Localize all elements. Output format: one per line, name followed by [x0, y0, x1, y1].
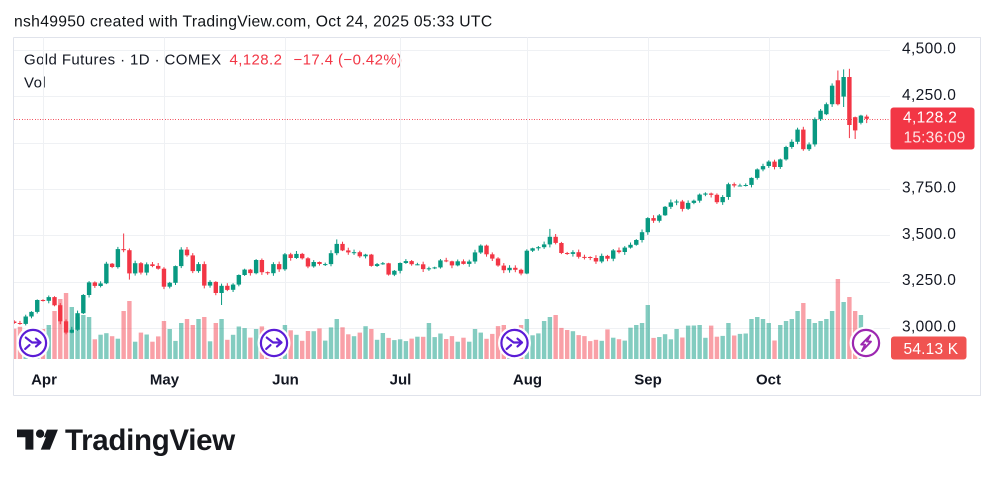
svg-text:4,500.0: 4,500.0	[902, 41, 956, 58]
svg-text:Jul: Jul	[390, 371, 412, 388]
svg-text:May: May	[150, 371, 180, 388]
svg-text:−17.4 (−0.42%): −17.4 (−0.42%)	[294, 51, 403, 68]
svg-text:4,250.0: 4,250.0	[902, 87, 956, 104]
svg-text:Jun: Jun	[272, 371, 299, 388]
svg-text:Aug: Aug	[513, 371, 542, 388]
svg-text:Gold Futures · 1D · COMEX: Gold Futures · 1D · COMEX	[24, 51, 222, 68]
svg-text:Apr: Apr	[31, 371, 57, 388]
svg-text:15:36:09: 15:36:09	[904, 129, 966, 146]
svg-text:Oct: Oct	[756, 371, 781, 388]
svg-text:nsh49950 created with TradingV: nsh49950 created with TradingView.com, O…	[14, 14, 492, 31]
svg-text:3,500.0: 3,500.0	[902, 226, 956, 243]
svg-text:Sep: Sep	[634, 371, 662, 388]
svg-text:TradingView: TradingView	[65, 424, 235, 457]
svg-text:4,128.2: 4,128.2	[230, 51, 283, 68]
svg-text:4,128.2: 4,128.2	[903, 110, 957, 127]
svg-text:54.13 K: 54.13 K	[904, 341, 959, 358]
svg-text:3,000.0: 3,000.0	[902, 318, 956, 335]
svg-text:3,750.0: 3,750.0	[902, 180, 956, 197]
svg-text:Vol: Vol	[24, 75, 46, 92]
svg-text:3,250.0: 3,250.0	[902, 272, 956, 289]
